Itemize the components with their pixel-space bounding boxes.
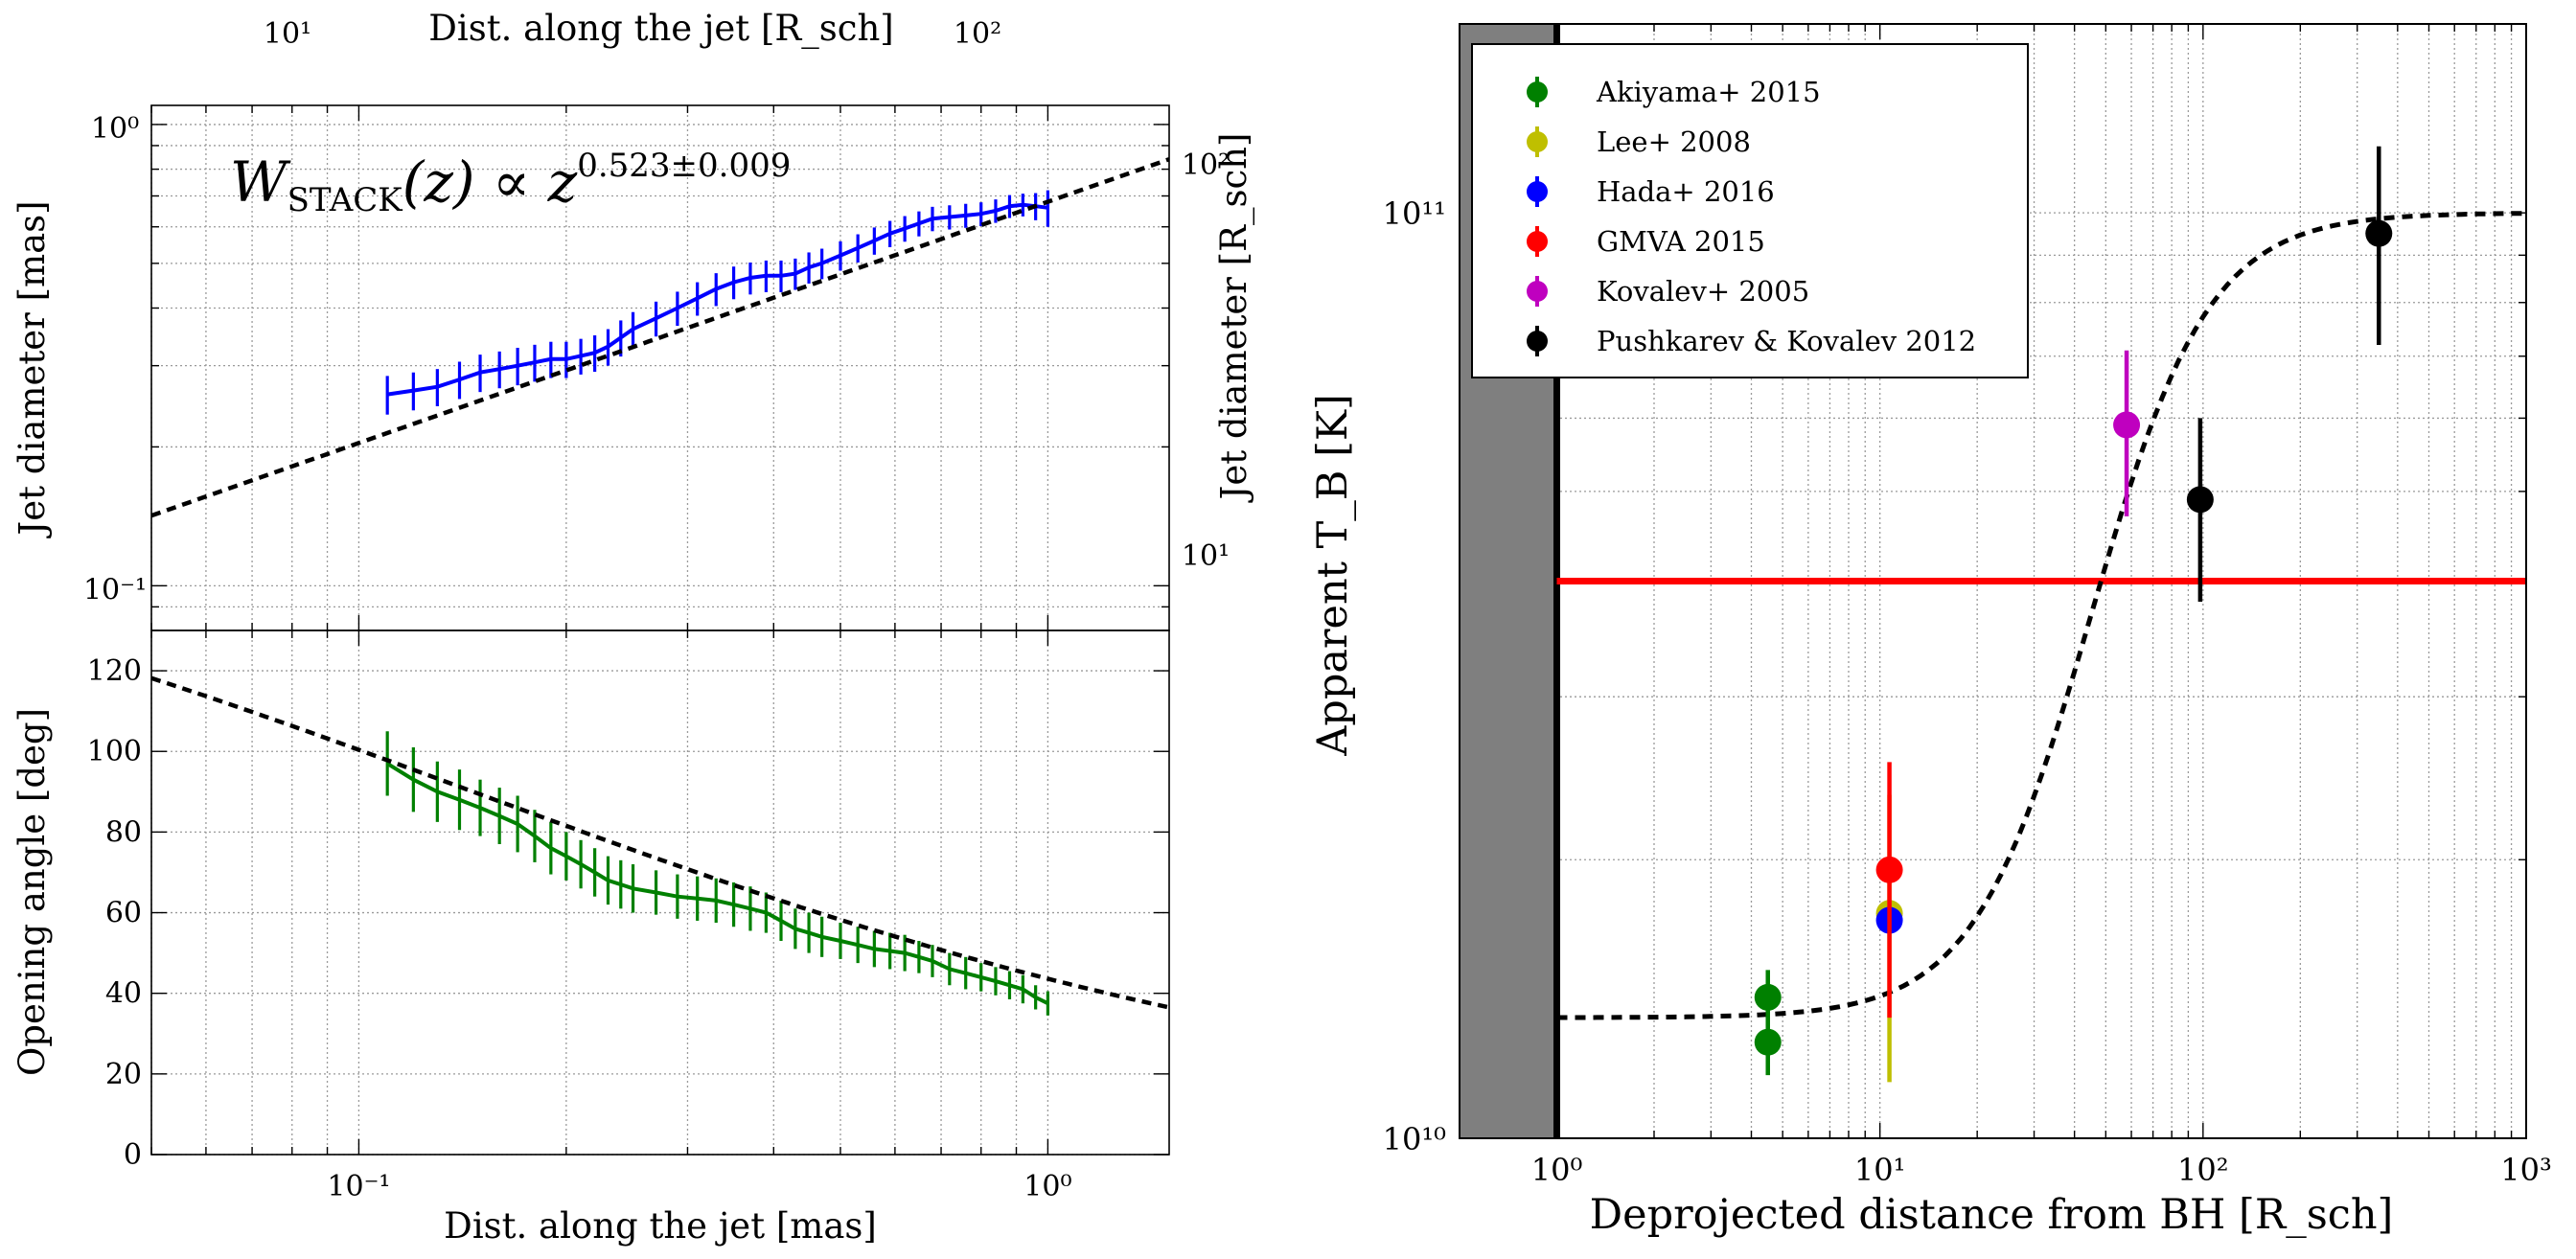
plot-area: [151, 157, 1169, 518]
legend-marker: [1527, 131, 1548, 152]
right-y-axis-title: Jet diameter [R_sch]: [1213, 133, 1255, 504]
opening-angle-panel: 0 20 40 60 80 100 120 10⁻¹ 10⁰ Dist. along the je…: [12, 630, 1170, 1247]
x-tick-label: 10²: [2177, 1152, 2229, 1188]
tb-point: [1754, 1028, 1782, 1056]
top-x-axis-title: Dist. along the jet [R_sch]: [428, 8, 893, 50]
legend-marker: [1527, 281, 1548, 302]
right-y-tick-label: 10¹: [1182, 539, 1230, 573]
tb-point: [2113, 411, 2141, 439]
y-axis-title: Jet diameter [mas]: [12, 200, 53, 538]
right-y-tick-label: 10²: [1182, 149, 1230, 182]
legend-label: GMVA 2015: [1597, 225, 1765, 258]
annotation-relation: (z) ∝ z: [402, 149, 578, 215]
x-axis-title: Deprojected distance from BH [R_sch]: [1590, 1191, 2394, 1239]
y-tick-label: 10⁰: [91, 112, 139, 146]
legend-marker: [1527, 331, 1548, 352]
angle-line: [386, 762, 1049, 1005]
legend: [1471, 43, 2029, 378]
top-x-tick-label: 10²: [954, 17, 1001, 51]
y-tick-label: 10¹¹: [1383, 195, 1446, 232]
x-tick-label: 10⁻¹: [327, 1170, 390, 1203]
x-tick-label: 10¹: [1854, 1152, 1906, 1188]
tb-point: [2186, 486, 2214, 514]
annotation-exponent: 0.523±0.009: [577, 147, 791, 185]
y-tick-label: 10⁻¹: [83, 573, 147, 607]
tb-point: [1754, 983, 1782, 1011]
annotation-lhs: W: [230, 149, 291, 215]
y-tick-label: 40: [105, 977, 142, 1011]
y-tick-label: 100: [87, 735, 142, 768]
x-tick-label: 10⁰: [1024, 1170, 1071, 1203]
plot-area: [151, 675, 1169, 1016]
annotation-subscript: STACK: [288, 181, 403, 219]
axes-frame: [150, 630, 1170, 1156]
diameter-panel: 10⁰ 10⁻¹ 10¹ 10² 10² 10¹ Dist. along the jet […: [12, 8, 1255, 631]
y-tick-label: 10¹⁰: [1383, 1121, 1446, 1157]
fit-annotation: WSTACK(z) ∝ z0.523±0.009: [230, 147, 791, 219]
legend-marker: [1527, 231, 1548, 252]
x-tick-label: 10³: [2500, 1152, 2552, 1188]
legend-label: Kovalev+ 2005: [1597, 275, 1809, 308]
legend-label: Akiyama+ 2015: [1596, 76, 1821, 108]
legend-marker: [1527, 81, 1548, 103]
x-tick-label: 10⁰: [1531, 1152, 1583, 1188]
legend-label: Pushkarev & Kovalev 2012: [1597, 325, 1976, 357]
y-axis-title: Opening angle [deg]: [12, 708, 53, 1076]
x-axis-title: Dist. along the jet [mas]: [444, 1205, 877, 1247]
brightness-temperature-panel: Akiyama+ 2015 Lee+ 2008 Hada+ 2016 GMVA 201…: [1309, 23, 2552, 1239]
y-tick-label: 120: [87, 654, 142, 688]
y-tick-label: 60: [105, 897, 142, 930]
top-x-tick-label: 10¹: [264, 17, 311, 51]
y-tick-label: 80: [105, 815, 142, 849]
tb-fit-line: [1556, 211, 2526, 1020]
angle-fit-line: [151, 675, 1169, 1010]
y-tick-label: 20: [105, 1058, 142, 1091]
diameter-line: [386, 202, 1048, 397]
tb-point: [1875, 856, 1903, 883]
legend-marker: [1527, 181, 1548, 202]
diameter-fit-line: [151, 157, 1169, 518]
y-axis-title: Apparent T_B [K]: [1309, 394, 1357, 757]
legend-label: Lee+ 2008: [1597, 126, 1751, 158]
y-tick-label: 0: [124, 1138, 142, 1172]
axes-frame: [1459, 23, 2527, 1139]
tb-point: [2365, 219, 2393, 247]
legend-label: Hada+ 2016: [1597, 175, 1775, 208]
